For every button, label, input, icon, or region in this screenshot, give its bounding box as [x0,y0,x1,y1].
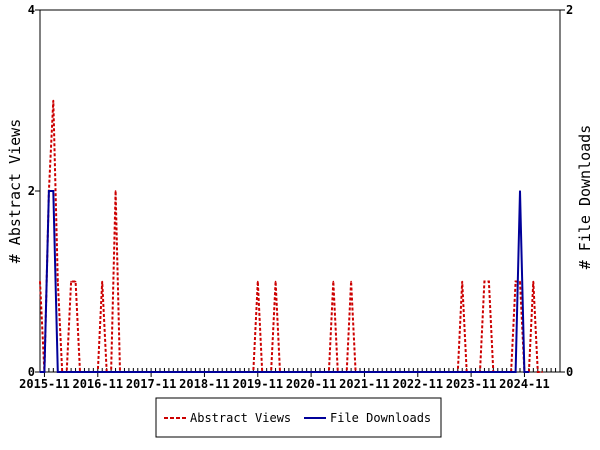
series-point [483,280,486,283]
tick-marks [35,9,565,377]
series-point [519,280,521,283]
legend-label-file-downloads: File Downloads [330,411,431,425]
y-right-axis-title: # File Downloads [576,125,594,270]
series-point [523,371,526,373]
series-point [43,371,46,373]
x-tick-label: 2017-11 [126,377,177,391]
series-point [56,280,59,283]
series-point [39,280,41,283]
series-point [350,280,352,283]
series-point [114,190,117,192]
series-layer [39,99,544,373]
x-tick-label: 2023-11 [446,377,497,391]
series-point [488,280,490,283]
series-point [256,280,259,283]
y-left-axis-title: # Abstract Views [6,119,24,264]
y-left-tick-label: 4 [28,3,35,17]
series-point [52,190,55,192]
series-point [74,280,77,283]
series-point [61,371,64,373]
series-line-file-downloads [40,190,529,373]
y-right-tick-label: 0 [566,365,573,379]
y-left-tick-label: 2 [28,184,35,198]
x-tick-label: 2018-11 [179,377,230,391]
x-tick-label: 2024-11 [499,377,550,391]
series-point [56,371,59,373]
series-point [39,371,41,373]
x-tick-label: 2022-11 [392,377,443,391]
tick-labels: 2015-11 2016-11 2017-11 2018-11 2019-11 2020-… [19,3,573,391]
series-point [52,99,55,102]
series-point [332,280,335,283]
legend-box [155,397,442,438]
series-point [461,280,464,283]
series-point [541,371,544,373]
series-point [519,190,521,192]
y-left-tick-label: 0 [28,365,35,379]
series-point [70,280,72,283]
y-right-tick-label: 2 [566,3,573,17]
series-point [532,280,535,283]
x-tick-label: 2020-11 [286,377,337,391]
series-line-abstract-views [39,100,543,373]
x-tick-label: 2015-11 [19,377,70,391]
series-point [536,371,539,373]
x-tick-label: 2016-11 [72,377,123,391]
legend: Abstract Views File Downloads [155,397,442,438]
series-point [514,280,517,283]
series-point [101,280,104,283]
series-point [48,190,50,192]
series-point [528,371,530,373]
legend-label-abstract-views: Abstract Views [190,411,291,425]
series-point [514,371,517,373]
x-tick-label: 2021-11 [339,377,390,391]
series-point [274,280,277,283]
x-tick-label: 2019-11 [232,377,283,391]
